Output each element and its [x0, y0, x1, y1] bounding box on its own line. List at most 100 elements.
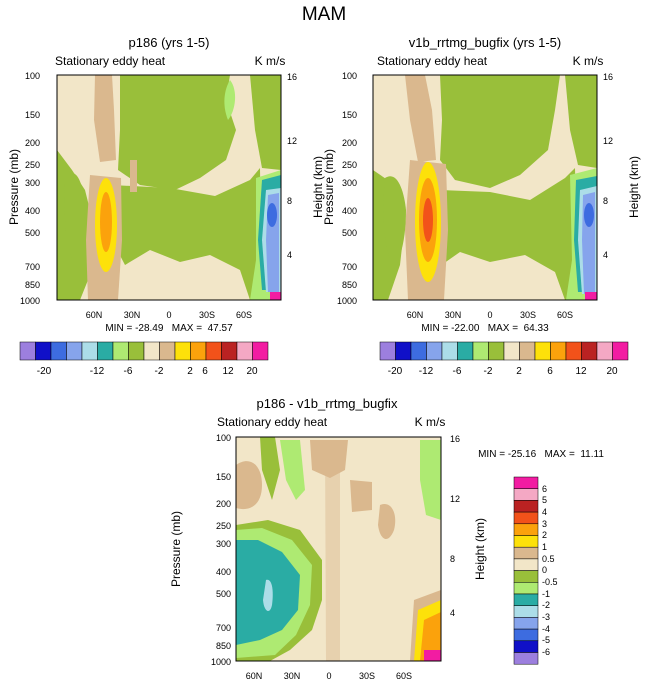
panel-2-colorbar: -20 -12 -6 -2 2 6 12 20 — [379, 341, 629, 377]
panel-1-blue-core — [267, 203, 277, 227]
x-tick-label: 0 — [166, 310, 171, 320]
y-tick-label: 700 — [25, 262, 40, 272]
y-tick-label: 100 — [25, 71, 40, 81]
colorbar-label: 6 — [547, 366, 553, 377]
panel-3-variable-label: Stationary eddy heat — [217, 415, 328, 429]
colorbar-swatch — [410, 341, 427, 361]
colorbar-swatch — [513, 500, 539, 513]
panel-1-light-green-patch — [224, 80, 236, 120]
colorbar-label: -5 — [542, 635, 550, 645]
colorbar-swatch — [565, 341, 582, 361]
x-tick-label: 30S — [520, 310, 536, 320]
panel-3-y2-ticks: 16 12 8 4 — [450, 434, 460, 618]
panel-3-plot — [236, 437, 441, 661]
panel-1-jet-orange — [100, 192, 112, 252]
y-tick-label: 850 — [216, 641, 231, 651]
panel-1-plot — [57, 75, 281, 300]
y-tick-label: 250 — [25, 160, 40, 170]
y-tick-label: 150 — [216, 472, 231, 482]
panel-2-green-band-top — [440, 75, 560, 188]
colorbar-swatch — [174, 341, 191, 361]
colorbar-label: 2 — [542, 530, 547, 540]
colorbar-label: 12 — [222, 366, 234, 377]
y-tick-label: 850 — [342, 280, 357, 290]
panel-1-green-lobe — [64, 173, 85, 270]
colorbar-label: -2 — [155, 366, 164, 377]
y2-tick-label: 8 — [287, 196, 292, 206]
panel-1-ylabel: Pressure (mb) — [7, 149, 21, 225]
colorbar-swatch — [50, 341, 67, 361]
colorbar-label: 3 — [542, 519, 547, 529]
colorbar-label: 6 — [542, 484, 547, 494]
colorbar-label: -20 — [388, 366, 403, 377]
y-tick-label: 400 — [342, 206, 357, 216]
panel-3-title: p186 - v1b_rrtmg_bugfix — [257, 396, 398, 411]
y-tick-label: 250 — [342, 160, 357, 170]
panel-3-polar-orange — [420, 612, 441, 661]
colorbar-label: -2 — [484, 366, 493, 377]
panel-2-ylabel: Pressure (mb) — [322, 149, 336, 225]
colorbar-swatch — [457, 341, 474, 361]
panel-1-min-max: MIN = -28.49 MAX = 47.57 — [105, 323, 233, 334]
colorbar-swatch — [513, 605, 539, 618]
x-tick-label: 60N — [246, 671, 263, 681]
y-tick-label: 1000 — [211, 657, 231, 667]
y-tick-label: 400 — [216, 567, 231, 577]
x-tick-label: 30N — [124, 310, 141, 320]
panel-1-green-center — [112, 168, 262, 300]
colorbar-label: 0 — [542, 565, 547, 575]
colorbar-swatch — [395, 341, 412, 361]
colorbar-swatch — [112, 341, 129, 361]
panel-1: p186 (yrs 1-5) Stationary eddy heat K m/… — [7, 35, 325, 377]
panel-2: v1b_rrtmg_bugfix (yrs 1-5) Stationary ed… — [322, 35, 641, 377]
colorbar-swatch — [513, 652, 539, 665]
colorbar-swatch — [221, 341, 238, 361]
panel-3-units: K m/s — [415, 415, 446, 429]
panel-1-y2label: Height (km) — [311, 156, 325, 218]
y-tick-label: 200 — [25, 138, 40, 148]
panel-1-frame — [56, 74, 282, 301]
panel-3-lightgreen-right — [420, 440, 441, 520]
y2-tick-label: 12 — [287, 136, 297, 146]
colorbar-swatch — [472, 341, 489, 361]
y2-tick-label: 16 — [603, 72, 613, 82]
panel-2-y2label: Height (km) — [627, 156, 641, 218]
colorbar-swatch — [550, 341, 567, 361]
panel-3-surface-noise — [424, 650, 441, 661]
colorbar-label: -20 — [37, 366, 52, 377]
panel-3-tan-mid — [350, 480, 372, 512]
colorbar-swatch — [513, 570, 539, 583]
colorbar-label: -4 — [542, 624, 550, 634]
panel-1-y-ticks: 100 150 200 250 300 400 500 700 850 1000 — [20, 71, 40, 306]
panel-3-ylabel: Pressure (mb) — [169, 511, 183, 587]
panel-3-frame — [235, 436, 442, 662]
panel-1-units: K m/s — [255, 54, 286, 68]
colorbar-swatch — [513, 558, 539, 571]
y-tick-label: 300 — [216, 539, 231, 549]
panel-3-y2label: Height (km) — [473, 518, 487, 580]
panel-3-tan-vertical — [325, 440, 340, 661]
x-tick-label: 60N — [407, 310, 424, 320]
x-tick-label: 60N — [86, 310, 103, 320]
panel-3-x-ticks: 60N 30N 0 30S 60S — [246, 671, 412, 681]
y2-tick-label: 8 — [450, 554, 455, 564]
x-tick-label: 30N — [445, 310, 462, 320]
colorbar-swatch — [513, 593, 539, 606]
panel-2-y2-ticks: 16 12 8 4 — [603, 72, 613, 260]
y-tick-label: 1000 — [20, 296, 40, 306]
colorbar-swatch — [513, 511, 539, 525]
colorbar-swatch — [488, 341, 505, 361]
colorbar-label: -3 — [542, 612, 550, 622]
colorbar-swatch — [513, 628, 539, 642]
panel-2-tan-streak-top — [405, 75, 436, 162]
colorbar-label: -2 — [542, 600, 550, 610]
colorbar-swatch — [81, 341, 98, 361]
y-tick-label: 1000 — [337, 296, 357, 306]
panel-1-tan-streak-top — [94, 75, 116, 162]
panel-3: p186 - v1b_rrtmg_bugfix Stationary eddy … — [169, 396, 604, 681]
y2-tick-label: 4 — [287, 250, 292, 260]
y-tick-label: 500 — [25, 228, 40, 238]
panel-1-tan-sliver — [130, 160, 137, 192]
colorbar-label: 20 — [246, 366, 258, 377]
colorbar-swatch — [513, 523, 539, 536]
